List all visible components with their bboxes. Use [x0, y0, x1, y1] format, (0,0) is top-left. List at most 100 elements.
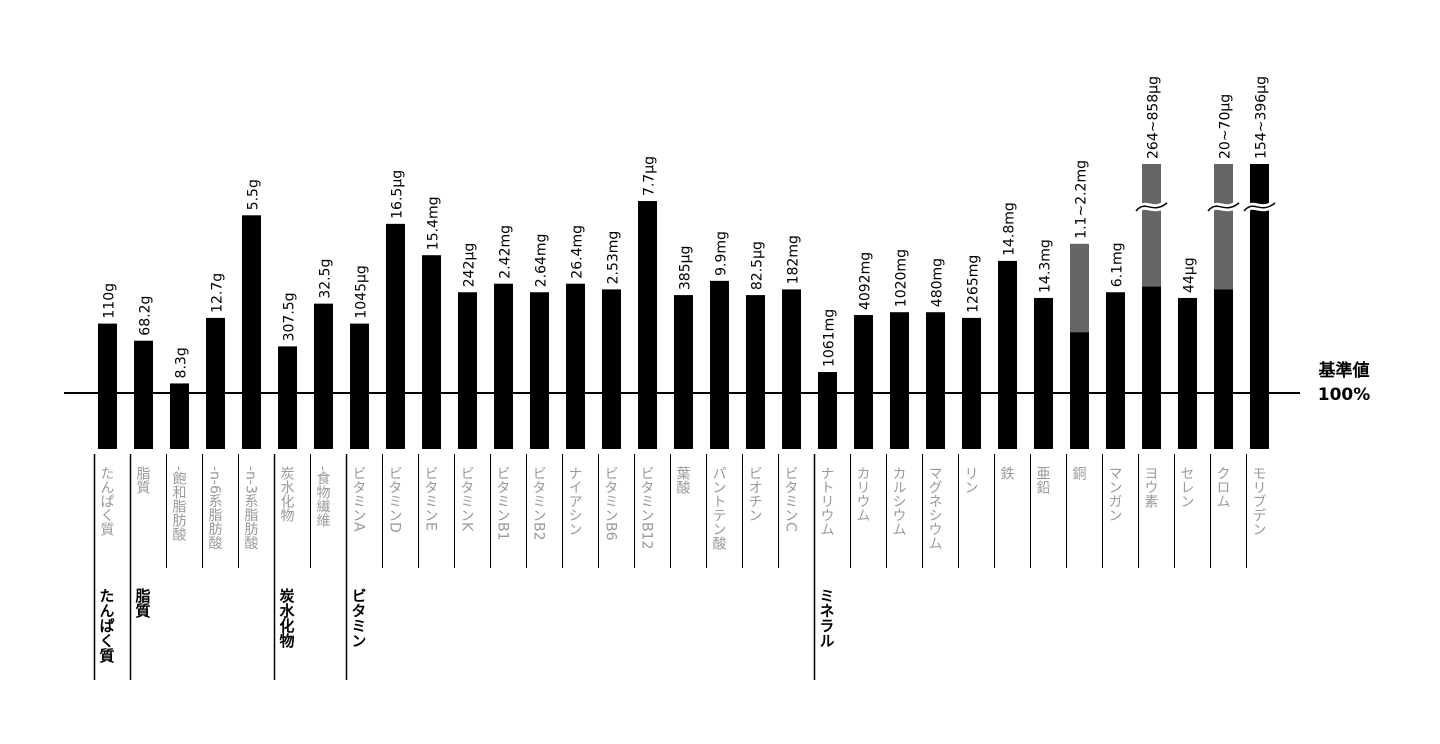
- bar-9: [422, 255, 441, 449]
- bar-17: [710, 280, 729, 449]
- axis-breaks-layer: [1133, 200, 1278, 214]
- value-label-3: 12.7g: [210, 273, 226, 313]
- bar-3: [206, 317, 225, 449]
- value-label-30: 44µg: [1182, 257, 1198, 293]
- category-label-13: ナイアシン: [567, 466, 583, 536]
- value-label-26: 14.3mg: [1038, 239, 1054, 293]
- bar-15: [638, 201, 657, 449]
- bar-25: [998, 260, 1017, 449]
- category-label-32: モリブデン: [1251, 466, 1267, 536]
- bar-20: [818, 372, 837, 449]
- category-label-28: マンガン: [1107, 466, 1123, 522]
- bar-21: [854, 315, 873, 449]
- category-label-12: ビタミンB2: [531, 466, 547, 541]
- value-label-19: 182mg: [786, 235, 802, 284]
- category-label-10: ビタミンK: [459, 466, 475, 532]
- value-label-15: 7.7µg: [642, 156, 658, 196]
- value-label-8: 16.5µg: [390, 170, 406, 219]
- value-label-24: 1265mg: [966, 255, 982, 313]
- category-label-26: 亜鉛: [1035, 466, 1051, 494]
- bar-6: [314, 303, 333, 449]
- bar-12: [530, 292, 549, 449]
- bar-23: [926, 312, 945, 449]
- value-label-11: 2.42mg: [498, 225, 514, 279]
- category-label-17: パントテン酸: [711, 466, 727, 550]
- category-label-7: ビタミンA: [351, 466, 367, 532]
- bar-10: [458, 292, 477, 449]
- bar-29: [1142, 286, 1161, 449]
- value-label-32: 154~396µg: [1254, 76, 1270, 159]
- category-label-15: ビタミンB12: [639, 466, 655, 549]
- category-label-24: リン: [963, 466, 979, 494]
- category-label-11: ビタミンB1: [495, 466, 511, 541]
- category-label-6: -食物繊維: [315, 466, 331, 527]
- group-label-3: ビタミン: [350, 588, 368, 648]
- value-label-7: 1045µg: [354, 265, 370, 318]
- bar-31: [1214, 289, 1233, 449]
- axis-break-icon-31: [1207, 202, 1240, 212]
- value-label-0: 110g: [102, 283, 118, 319]
- bar-26: [1034, 297, 1053, 449]
- value-label-22: 1020mg: [894, 249, 910, 307]
- value-label-31: 20~70µg: [1218, 94, 1234, 159]
- value-label-27: 1.1~2.2mg: [1074, 160, 1090, 239]
- category-label-2: -飽和脂肪酸: [171, 466, 187, 541]
- category-label-22: カルシウム: [891, 466, 907, 536]
- bar-5: [278, 346, 297, 449]
- bar-16: [674, 295, 693, 449]
- value-label-25: 14.8mg: [1002, 202, 1018, 256]
- value-label-5: 307.5g: [282, 292, 298, 341]
- axis-break-icon-29: [1135, 202, 1168, 212]
- value-label-18: 82.5µg: [750, 241, 766, 290]
- bar-27: [1070, 332, 1089, 449]
- baseline-label-line1: 基準値: [1318, 360, 1370, 381]
- value-label-6: 32.5g: [318, 259, 334, 299]
- category-label-20: ナトリウム: [819, 466, 835, 536]
- bar-range-31: [1214, 164, 1233, 290]
- category-label-14: ビタミンB6: [603, 466, 619, 541]
- bar-30: [1178, 297, 1197, 449]
- group-label-2: 炭水化物: [278, 587, 296, 649]
- category-label-5: 炭水化物: [279, 466, 295, 523]
- bar-28: [1106, 292, 1125, 449]
- baseline-label-line2: 100%: [1318, 385, 1371, 405]
- bar-range-27: [1070, 243, 1089, 333]
- value-label-17: 9.9mg: [714, 231, 730, 276]
- value-label-29: 264~858µg: [1146, 76, 1162, 159]
- value-labels-layer: 110g 68.2g 8.3g 12.7g 5.5g 307.5g 32.5g 1045µg 1…: [102, 76, 1270, 378]
- bar-8: [386, 223, 405, 449]
- category-label-19: ビタミンC: [783, 466, 799, 532]
- category-label-25: 鉄: [999, 466, 1015, 480]
- value-label-23: 480mg: [930, 258, 946, 307]
- bar-7: [350, 323, 369, 449]
- group-label-4: ミネラル: [818, 588, 836, 648]
- axis-break-icon-32: [1243, 202, 1276, 212]
- value-label-9: 15.4mg: [426, 196, 442, 250]
- value-label-12: 2.64mg: [534, 234, 550, 288]
- category-label-31: クロム: [1215, 466, 1231, 508]
- category-label-3: -n-6系脂肪酸: [207, 466, 223, 550]
- bar-11: [494, 283, 513, 449]
- group-label-0: たんぱく質: [98, 588, 116, 664]
- value-label-4: 5.5g: [246, 179, 262, 210]
- bars-layer: [98, 164, 1269, 449]
- group-label-1: 脂質: [134, 587, 152, 619]
- category-label-1: 脂質: [135, 466, 151, 495]
- category-label-16: 葉酸: [675, 466, 691, 494]
- category-label-4: -n-3系脂肪酸: [243, 466, 259, 550]
- category-label-21: カリウム: [855, 466, 871, 522]
- bar-1: [134, 340, 153, 449]
- bar-4: [242, 215, 261, 449]
- bar-19: [782, 289, 801, 449]
- value-label-14: 2.53mg: [606, 231, 622, 285]
- category-label-8: ビタミンD: [387, 466, 403, 533]
- bar-18: [746, 295, 765, 449]
- category-label-9: ビタミンE: [423, 466, 439, 531]
- value-label-28: 6.1mg: [1110, 242, 1126, 287]
- bar-22: [890, 312, 909, 449]
- bar-14: [602, 289, 621, 449]
- bar-range-29: [1142, 164, 1161, 287]
- category-label-29: ヨウ素: [1143, 466, 1159, 508]
- bar-13: [566, 283, 585, 449]
